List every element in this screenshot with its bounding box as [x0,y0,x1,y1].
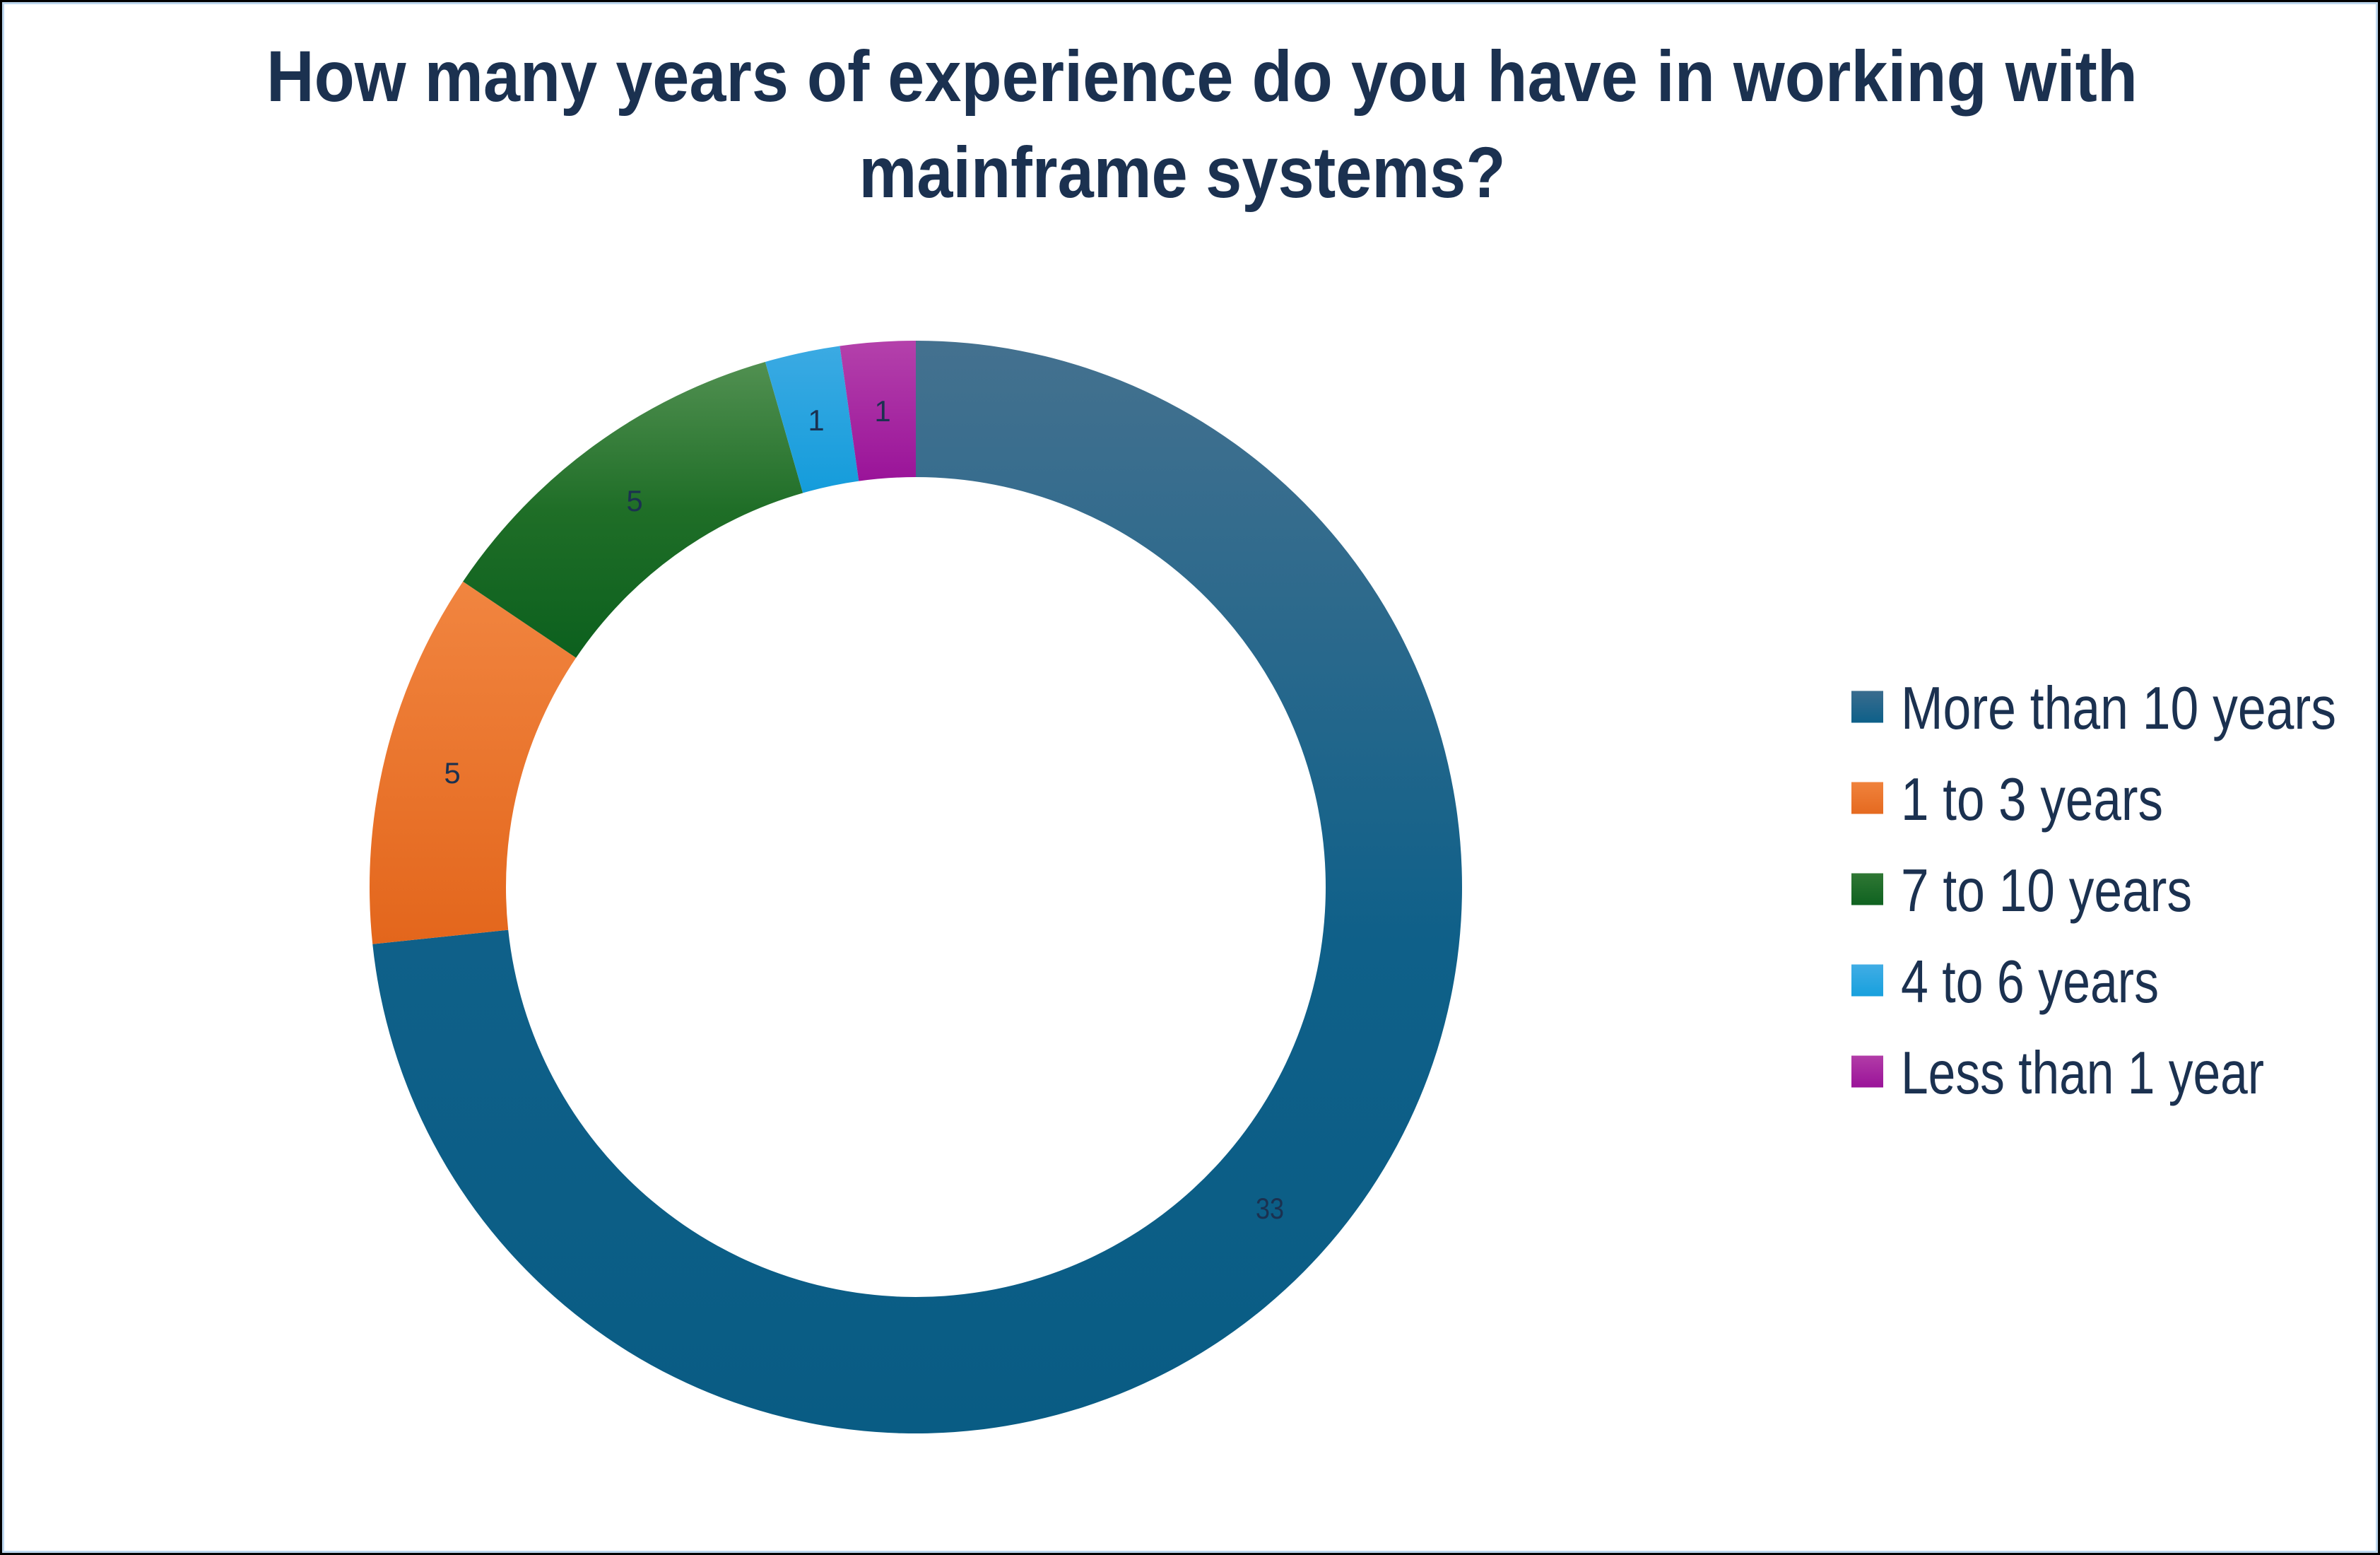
svg-text:How many years of experience d: How many years of experience do you have… [266,36,2138,117]
svg-text:Less than 1 year: Less than 1 year [1901,1040,2264,1107]
svg-text:7 to 10 years: 7 to 10 years [1901,857,2192,925]
svg-text:1: 1 [808,404,824,437]
svg-text:More than 10 years: More than 10 years [1901,675,2336,742]
svg-text:mainframe systems?: mainframe systems? [859,132,1506,213]
svg-text:33: 33 [1256,1192,1284,1225]
svg-text:1: 1 [874,394,890,428]
svg-text:4 to 6 years: 4 to 6 years [1901,949,2159,1016]
svg-text:5: 5 [626,484,642,517]
svg-text:1 to 3 years: 1 to 3 years [1901,766,2163,833]
svg-text:5: 5 [444,756,460,790]
